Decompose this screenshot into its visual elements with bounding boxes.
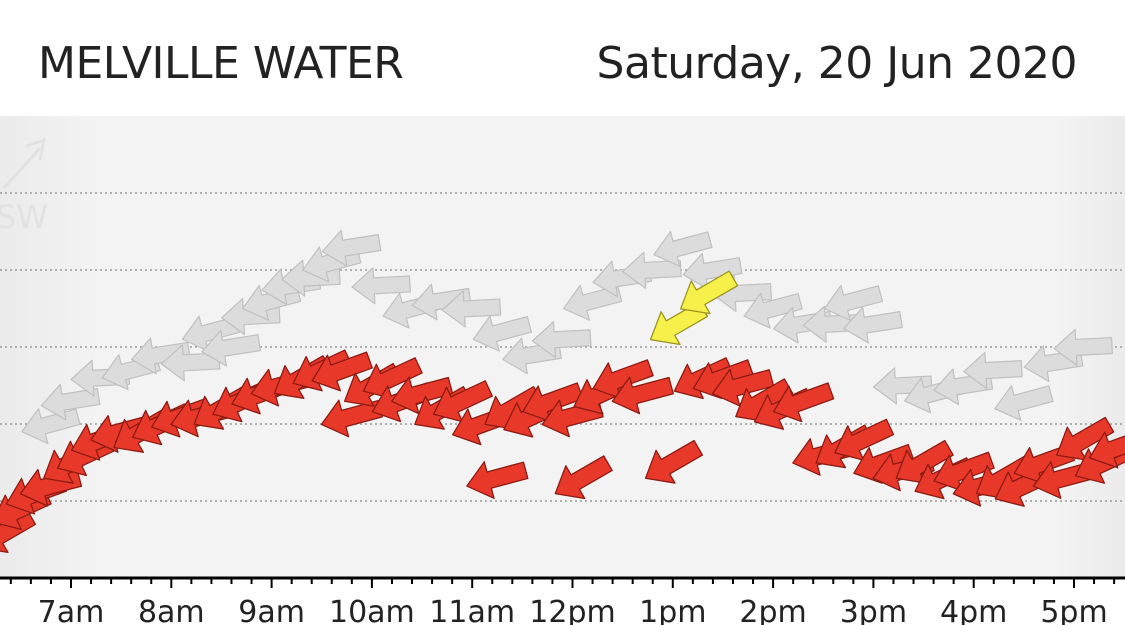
- wind-arrow: [872, 367, 933, 405]
- x-tick-label: 9am: [238, 595, 305, 625]
- wind-arrow: [351, 267, 411, 305]
- wind-arrow: [644, 439, 704, 484]
- wind-arrow: [933, 451, 995, 492]
- x-tick-label: 1pm: [639, 595, 706, 625]
- direction-label: SW: [0, 198, 48, 236]
- x-tick-label: 5pm: [1040, 595, 1107, 625]
- time-axis: 7am 8am 9am 10am 11am 12pm 1pm 2pm 3pm 4pm 5pm: [0, 576, 1125, 625]
- wind-arrow: [679, 270, 739, 315]
- recent-arrows: [0, 349, 1125, 553]
- wind-arrow: [321, 229, 382, 267]
- wind-direction-arrow-icon: [2, 137, 46, 190]
- wind-arrow: [963, 351, 1023, 390]
- wind-arrow: [131, 337, 191, 375]
- latest-arrows: [649, 270, 739, 346]
- date-label: Saturday, 20 Jun 2020: [596, 38, 1078, 89]
- wind-arrow: [531, 321, 592, 359]
- x-tick-label: 12pm: [529, 595, 615, 625]
- x-tick-label: 2pm: [739, 595, 806, 625]
- x-tick-label: 7am: [38, 595, 105, 625]
- wind-arrow: [823, 284, 884, 321]
- wind-arrow: [201, 329, 261, 367]
- wind-arrow: [411, 283, 472, 321]
- wind-arrow: [472, 315, 533, 352]
- x-tick-label: 10am: [329, 595, 415, 625]
- station-title: MELVILLE WATER: [38, 38, 404, 89]
- wind-arrow: [834, 418, 895, 461]
- wind-arrow: [653, 230, 713, 267]
- wind-arrow: [1088, 428, 1125, 469]
- wind-arrow: [1053, 328, 1114, 366]
- wind-arrow: [843, 306, 903, 344]
- wind-arrow: [772, 382, 835, 423]
- wind-arrow: [592, 359, 654, 400]
- x-tick-label: 11am: [429, 595, 515, 625]
- wind-arrow: [441, 290, 502, 328]
- x-tick-label: 3pm: [840, 595, 907, 625]
- wind-arrow: [432, 380, 493, 423]
- wind-arrow: [554, 455, 613, 500]
- x-tick-label: 4pm: [940, 595, 1007, 625]
- x-tick-label: 8am: [138, 595, 205, 625]
- wind-arrow: [390, 376, 454, 415]
- wind-arrow: [522, 382, 584, 423]
- wind-arrow: [994, 384, 1054, 421]
- wind-arrow: [466, 461, 529, 499]
- wind-arrow: [895, 439, 954, 484]
- wind-arrow: [743, 292, 803, 329]
- wind-arrow: [1056, 416, 1115, 461]
- wind-arrow: [611, 376, 674, 415]
- wind-arrow: [711, 368, 775, 407]
- wind-arrow: [682, 252, 743, 290]
- wind-arrow: [311, 351, 373, 392]
- direction-watermark: SW: [0, 137, 48, 236]
- older-arrows: [21, 229, 1114, 445]
